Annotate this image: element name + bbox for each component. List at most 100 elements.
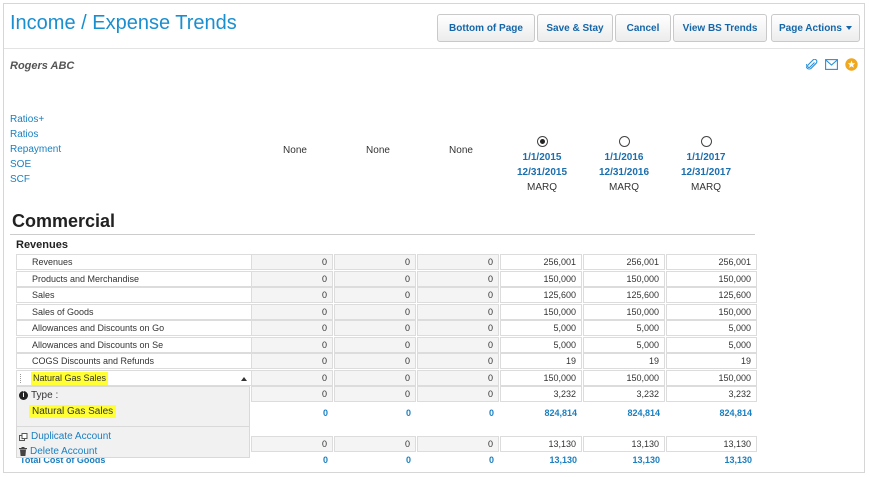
period-radio-2015[interactable] xyxy=(536,136,548,147)
save-stay-button[interactable]: Save & Stay xyxy=(537,14,613,42)
amount-cell[interactable]: 5,000 xyxy=(583,320,665,336)
account-label[interactable]: COGS Discounts and Refunds xyxy=(16,353,251,369)
amount-cell[interactable]: 0 xyxy=(251,336,333,353)
account-label[interactable]: Revenues xyxy=(16,254,251,270)
bottom-of-page-button[interactable]: Bottom of Page xyxy=(437,14,535,42)
amount-cell[interactable]: 0 xyxy=(251,320,333,336)
amount-cell[interactable]: 13,130 xyxy=(666,436,757,452)
amount-cell[interactable]: 0 xyxy=(334,436,416,452)
amount-cell[interactable]: 5,000 xyxy=(583,336,665,353)
type-value[interactable]: Natural Gas Sales xyxy=(29,405,117,418)
nav-ratios[interactable]: Ratios xyxy=(10,129,39,140)
amount-cell[interactable]: 0 xyxy=(251,270,333,287)
nav-ratios-plus[interactable]: Ratios+ xyxy=(10,114,45,125)
amount-cell[interactable]: 0 xyxy=(251,353,333,369)
amount-cell[interactable]: 0 xyxy=(251,436,333,452)
amount-cell[interactable]: 256,001 xyxy=(583,254,665,270)
amount-cell[interactable]: 0 xyxy=(417,386,499,402)
drag-handle-icon[interactable] xyxy=(20,373,22,383)
amount-cell[interactable]: 0 xyxy=(334,386,416,402)
delete-account-label: Delete Account xyxy=(30,446,98,457)
amount-cell[interactable]: 0 xyxy=(334,254,416,270)
amount-cell[interactable]: 0 xyxy=(251,369,333,386)
account-label[interactable]: Allowances and Discounts on Se xyxy=(16,336,251,353)
account-label[interactable]: Sales xyxy=(16,287,251,303)
amount-cell: 824,814 xyxy=(544,408,577,418)
amount-cell[interactable]: 5,000 xyxy=(666,336,757,353)
duplicate-account-link[interactable]: Duplicate Account xyxy=(19,431,111,442)
amount-cell[interactable]: 0 xyxy=(251,386,333,402)
amount-cell[interactable]: 3,232 xyxy=(583,386,665,402)
amount-cell[interactable]: 150,000 xyxy=(583,369,665,386)
amount-cell[interactable]: 0 xyxy=(334,369,416,386)
amount-cell[interactable]: 150,000 xyxy=(500,270,582,287)
client-name: Rogers ABC xyxy=(10,60,75,72)
amount-cell[interactable]: 13,130 xyxy=(500,436,582,452)
amount-cell[interactable]: 5,000 xyxy=(500,336,582,353)
amount-cell[interactable]: 0 xyxy=(334,287,416,303)
amount-cell[interactable]: 0 xyxy=(334,320,416,336)
amount-cell[interactable]: 150,000 xyxy=(666,303,757,320)
amount-cell[interactable]: 19 xyxy=(666,353,757,369)
period-radio-2017[interactable] xyxy=(700,136,712,147)
amount-cell[interactable]: 0 xyxy=(417,353,499,369)
nav-repayment[interactable]: Repayment xyxy=(10,144,62,155)
amount-cell[interactable]: 5,000 xyxy=(666,320,757,336)
amount-cell[interactable]: 0 xyxy=(334,336,416,353)
amount-cell[interactable]: 256,001 xyxy=(666,254,757,270)
amount-cell[interactable]: 0 xyxy=(334,353,416,369)
amount-cell[interactable]: 150,000 xyxy=(500,303,582,320)
period-source: MARQ xyxy=(527,182,557,193)
amount-cell: 0 xyxy=(322,455,328,465)
amount-cell[interactable]: 13,130 xyxy=(583,436,665,452)
amount-cell[interactable]: 125,600 xyxy=(583,287,665,303)
subsection-title: Revenues xyxy=(16,239,68,251)
paperclip-icon[interactable] xyxy=(806,58,818,71)
amount-cell[interactable]: 3,232 xyxy=(500,386,582,402)
amount-cell[interactable]: 125,600 xyxy=(500,287,582,303)
amount-cell[interactable]: 150,000 xyxy=(500,369,582,386)
collapse-arrow-icon[interactable] xyxy=(241,376,247,381)
account-label[interactable]: Sales of Goods xyxy=(16,303,251,320)
amount-cell[interactable]: 150,000 xyxy=(666,270,757,287)
period-start: 1/1/2016 xyxy=(604,152,644,163)
column-header-empty: None xyxy=(283,145,307,156)
amount-cell: 0 xyxy=(405,408,411,418)
period-radio-2016[interactable] xyxy=(618,136,630,147)
amount-cell[interactable]: 0 xyxy=(251,254,333,270)
amount-cell[interactable]: 0 xyxy=(417,287,499,303)
star-icon[interactable] xyxy=(845,58,858,71)
amount-cell[interactable]: 0 xyxy=(417,436,499,452)
amount-cell[interactable]: 5,000 xyxy=(500,320,582,336)
amount-cell[interactable]: 150,000 xyxy=(666,369,757,386)
page-actions-button[interactable]: Page Actions xyxy=(771,14,860,42)
amount-cell[interactable]: 0 xyxy=(334,303,416,320)
amount-cell: 824,814 xyxy=(627,408,660,418)
nav-soe[interactable]: SOE xyxy=(10,159,32,170)
amount-cell[interactable]: 256,001 xyxy=(500,254,582,270)
cancel-button[interactable]: Cancel xyxy=(615,14,671,42)
view-bs-trends-button[interactable]: View BS Trends xyxy=(673,14,767,42)
account-label[interactable]: Allowances and Discounts on Go xyxy=(16,320,251,336)
email-icon[interactable] xyxy=(825,59,838,70)
amount-cell[interactable]: 19 xyxy=(583,353,665,369)
amount-cell[interactable]: 19 xyxy=(500,353,582,369)
amount-cell[interactable]: 125,600 xyxy=(666,287,757,303)
amount-cell[interactable]: 150,000 xyxy=(583,270,665,287)
amount-cell[interactable]: 0 xyxy=(251,303,333,320)
amount-cell: 0 xyxy=(405,455,411,465)
amount-cell[interactable]: 0 xyxy=(417,270,499,287)
amount-cell[interactable]: 150,000 xyxy=(583,303,665,320)
account-label[interactable]: Products and Merchandise xyxy=(16,270,251,287)
amount-cell[interactable]: 0 xyxy=(334,270,416,287)
amount-cell[interactable]: 0 xyxy=(417,336,499,353)
delete-account-link[interactable]: Delete Account xyxy=(19,446,97,457)
amount-cell[interactable]: 0 xyxy=(417,303,499,320)
amount-cell[interactable]: 0 xyxy=(251,287,333,303)
amount-cell[interactable]: 0 xyxy=(417,320,499,336)
account-label[interactable]: Natural Gas Sales xyxy=(16,369,251,386)
amount-cell[interactable]: 0 xyxy=(417,254,499,270)
nav-scf[interactable]: SCF xyxy=(10,174,30,185)
amount-cell[interactable]: 3,232 xyxy=(666,386,757,402)
amount-cell[interactable]: 0 xyxy=(417,369,499,386)
